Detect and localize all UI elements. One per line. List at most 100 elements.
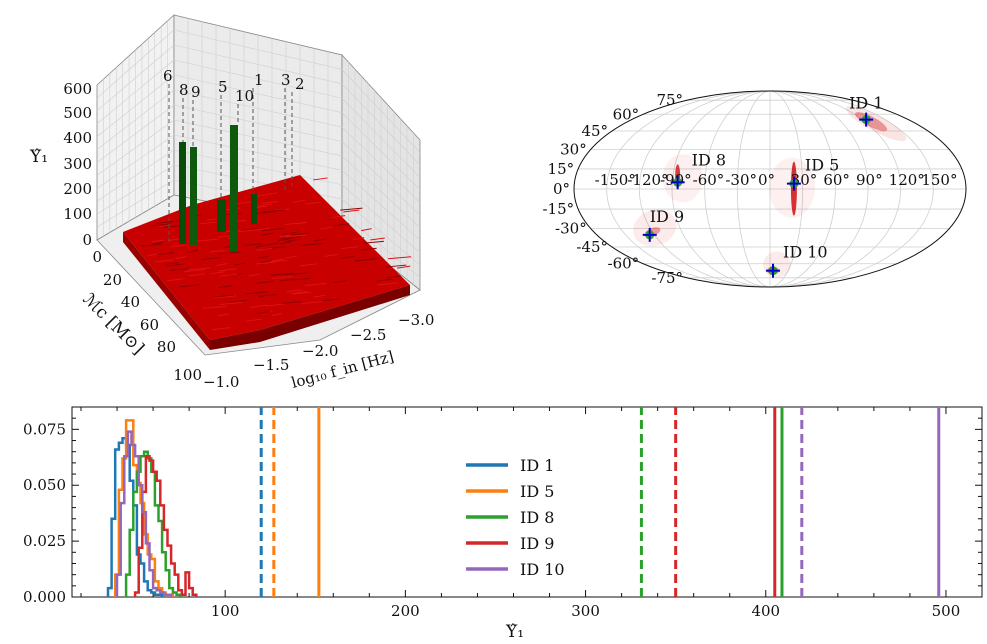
grid-line [96,59,175,124]
mc-tick-label: 60 [140,316,159,334]
source-label: ID 9 [650,207,684,226]
peak-bars [179,125,257,252]
surface-texture-line [321,298,341,302]
z-tick-label: 500 [63,104,92,122]
surface-texture-line [361,228,372,232]
peak-label: 6 [163,67,173,85]
z-tick-label: 200 [63,180,92,198]
surface-texture-line [219,273,238,277]
surface-texture-line [261,201,279,204]
mc-axis: 0 20 40 60 80 100 [92,248,202,384]
surface-texture-line [285,255,298,259]
grid-line [96,44,175,112]
surface-texture-line [238,229,260,233]
legend-label: ID 10 [520,560,565,579]
source-label: ID 10 [783,243,828,262]
y-tick-label: 0.000 [23,588,66,606]
pane-grid [96,18,421,285]
grid-line [173,89,343,128]
latitude-label: 15° [548,160,575,178]
hist-ticks [72,406,983,598]
peak-label: 9 [191,83,201,101]
peak-label: 8 [179,81,189,99]
surface-texture-line [288,232,310,236]
surface-texture-line [258,294,276,298]
grid-line [173,134,343,171]
grid-line [96,164,175,215]
surface-texture-line [156,220,179,224]
sky-grid [574,90,966,288]
surface-texture-line [228,299,247,303]
surface-texture-line [271,313,283,317]
grid-line [173,119,343,157]
longitude-labels: -150°-120°-90°-60°-30°0°30°60°90°120°150… [595,171,958,189]
surface-texture [141,177,412,331]
y-tick-label: 0.050 [23,476,66,494]
legend: ID 1 ID 5 ID 8 ID 9 ID 10 [466,456,565,579]
surface-texture-line [377,282,399,286]
surface-texture-line [189,273,206,277]
surface-texture-line [323,253,338,257]
surface-texture-line [262,209,286,213]
surface-texture-line [164,261,180,265]
hist-x-tick-labels: 100 200 300 400 500 [211,602,960,620]
surface-texture-line [250,304,267,308]
surface-texture-line [305,201,320,205]
grid-line [341,112,421,191]
x-tick-label: 200 [391,602,420,620]
surface-texture-line [260,260,272,264]
surface-texture-line [293,199,306,203]
z-tick-label: 400 [63,129,92,147]
surface-texture-line [219,301,243,305]
peak-bar [251,194,257,224]
source-label: ID 5 [805,156,839,175]
z-axis: 0 100 200 300 400 500 600 [63,80,92,249]
surface-texture-line [218,251,241,255]
histogram-steps [106,419,198,597]
z-tick-label: 600 [63,80,92,98]
surface-texture-line [331,215,346,219]
surface-texture-line [202,305,227,309]
grid-line [341,126,421,203]
peak-leaders [168,84,293,245]
x-tick-label: 500 [932,602,961,620]
surface-texture-line [256,261,276,265]
grid-line [96,74,175,137]
skymap-panel: -150°-120°-90°-60°-30°0°30°60°90°120°150… [542,90,967,288]
surface-texture-line [265,192,278,196]
surface-texture-line [361,247,377,251]
legend-label: ID 1 [520,456,554,475]
surface-texture-line [370,237,385,241]
fin-tick-label: −2.5 [350,326,386,344]
surface-texture-line [286,289,303,293]
grid-line [341,170,421,241]
legend-label: ID 8 [520,508,554,527]
surface-texture-line [269,272,294,276]
surface-texture-line [170,244,187,248]
posterior-blob [633,209,677,247]
surface-texture-line [299,263,317,267]
latitude-labels: 75° 60° 45°30° 15° 0° -15° -30°-45°-60° -75° [542,91,683,287]
surface-texture-line [292,277,311,281]
sky-boundary [573,90,967,288]
grid-line [341,155,421,228]
grid-line [96,149,175,202]
fin-axis: −1.0 −1.5 −2.0 −2.5 −3.0 [203,311,434,391]
mc-tick-label: 80 [157,338,176,356]
surface-texture-line [187,249,199,253]
surface-texture-line [218,285,233,289]
surface-texture-line [216,262,228,266]
latitude-label: 30° [560,140,587,158]
latitude-label: 45° [581,122,608,140]
surface-texture-line [279,234,291,238]
z-tick-label: 300 [63,155,92,173]
surface-texture-line [210,271,225,275]
surface-texture-line [234,262,246,266]
peak-labels: 6 8 9 5 10 1 3 2 [163,67,305,105]
surface-texture-line [201,257,222,261]
surface-texture-line [236,201,251,205]
fin-tick-label: −3.0 [398,311,434,329]
surface-texture-line [254,211,275,215]
longitude-label: 120° [889,171,925,189]
